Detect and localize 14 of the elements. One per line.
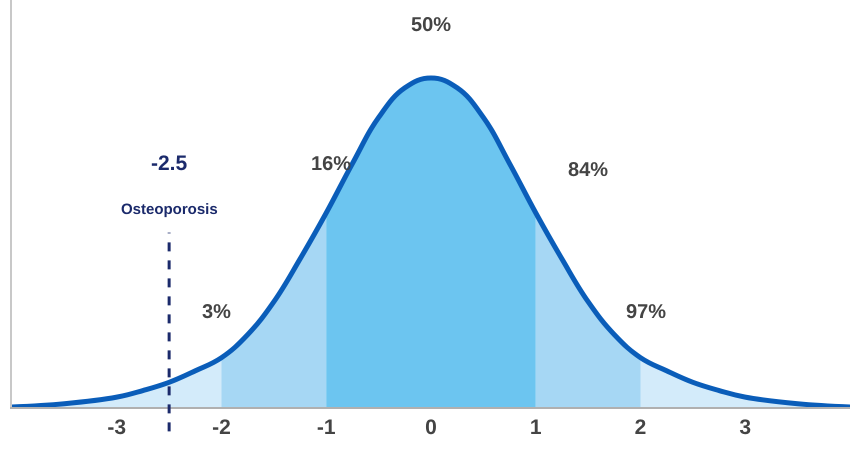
- annotation: Osteoporosis: [121, 201, 218, 218]
- x-tick-label: 3: [739, 416, 752, 440]
- annotation: 16%: [311, 153, 352, 175]
- text: 50%: [411, 14, 452, 36]
- x-tick-label: -1: [316, 416, 336, 440]
- x-tick-label: 1: [530, 416, 542, 440]
- annotation: 3%: [202, 301, 232, 323]
- annotation: 84%: [568, 159, 608, 181]
- x-tick-label: 2: [634, 416, 646, 440]
- x-tick-label: -2: [212, 416, 231, 440]
- x-tick-label: -3: [107, 416, 126, 440]
- annotation: 97%: [626, 301, 666, 323]
- x-tick-label: 0: [425, 416, 437, 440]
- ref-line-label: -2.5: [151, 152, 188, 175]
